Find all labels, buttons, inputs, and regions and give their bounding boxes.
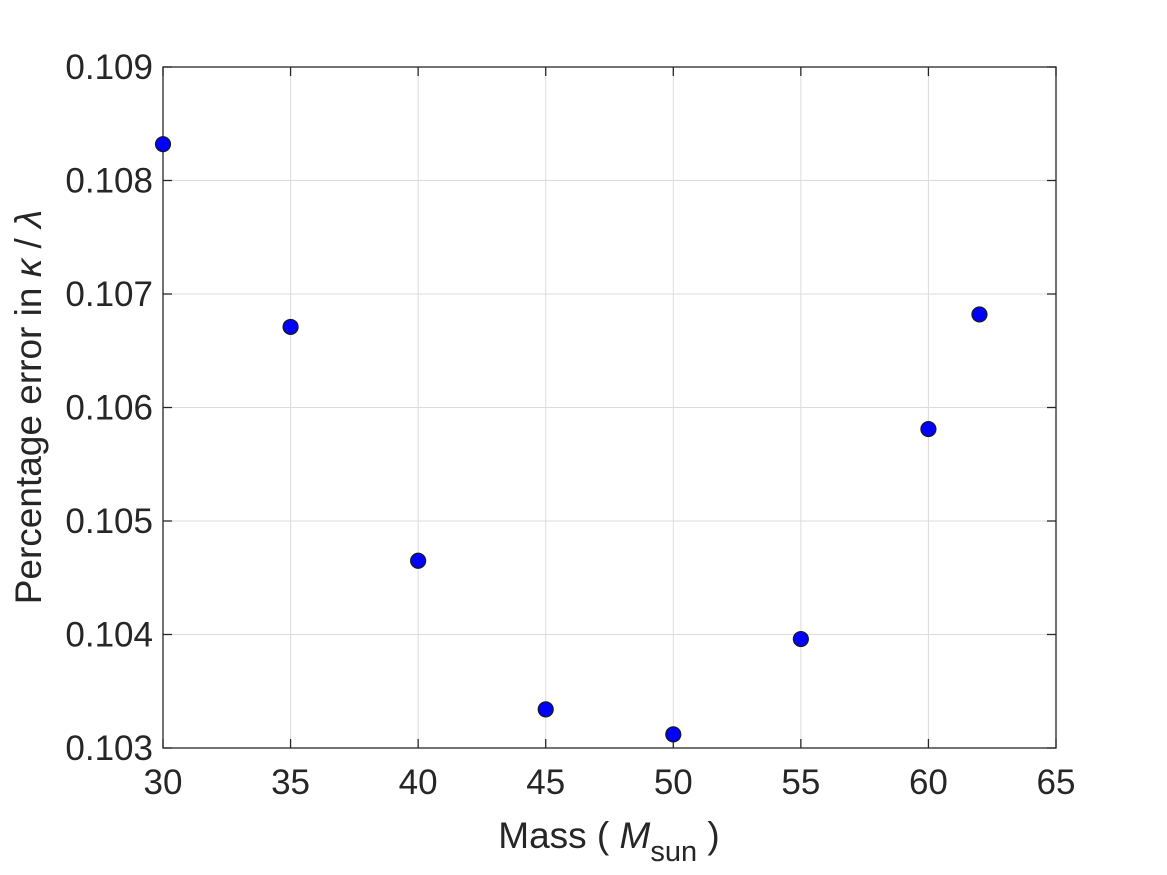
x-tick-label: 60 bbox=[909, 763, 948, 802]
x-tick-label: 55 bbox=[781, 763, 820, 802]
x-tick-label: 30 bbox=[144, 763, 183, 802]
x-axis-label-subscript: sun bbox=[650, 836, 697, 868]
x-axis-label-symbol: M bbox=[620, 815, 651, 856]
x-tick-label: 45 bbox=[526, 763, 565, 802]
x-tick-label: 35 bbox=[271, 763, 310, 802]
y-tick-label: 0.105 bbox=[65, 502, 153, 541]
y-axis-label-kappa: κ bbox=[8, 256, 49, 277]
y-axis-label-separator: / bbox=[8, 228, 49, 259]
y-tick-label: 0.103 bbox=[65, 729, 153, 768]
x-tick-label: 50 bbox=[654, 763, 693, 802]
data-point bbox=[792, 630, 809, 648]
data-point bbox=[154, 136, 172, 153]
x-axis-label-suffix: ) bbox=[697, 815, 720, 856]
data-point bbox=[410, 552, 427, 569]
y-tick-label: 0.107 bbox=[65, 275, 153, 314]
x-tick-label: 65 bbox=[1037, 763, 1076, 802]
data-point bbox=[665, 726, 682, 743]
data-point bbox=[971, 306, 988, 323]
y-tick-label: 0.108 bbox=[65, 162, 153, 201]
marker-layer bbox=[154, 136, 988, 743]
y-tick-label: 0.106 bbox=[65, 389, 153, 428]
data-point bbox=[537, 701, 554, 718]
y-axis-label: Percentage error in κ / λ bbox=[8, 210, 49, 605]
y-axis-label-lambda: λ bbox=[8, 210, 49, 230]
grid-layer bbox=[162, 66, 1057, 749]
tick-layer bbox=[162, 66, 1057, 749]
x-tick-label: 40 bbox=[399, 763, 438, 802]
data-point bbox=[920, 420, 937, 438]
data-point bbox=[282, 318, 299, 336]
x-axis-label-prefix: Mass ( bbox=[498, 815, 619, 856]
x-axis-label: Mass ( Msun ) bbox=[498, 815, 719, 868]
y-tick-label: 0.104 bbox=[65, 616, 153, 655]
y-tick-label: 0.109 bbox=[65, 48, 153, 87]
y-axis-label-prefix: Percentage error in bbox=[8, 277, 49, 604]
